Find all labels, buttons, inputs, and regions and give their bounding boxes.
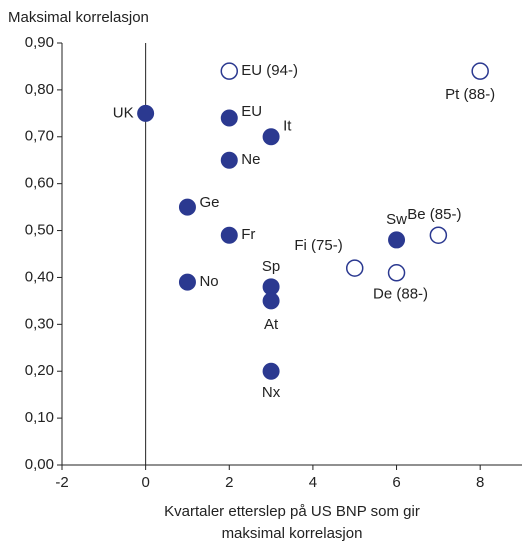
point (220, 62, 239, 80)
point (220, 151, 238, 169)
x-tick-label: 2 (225, 474, 233, 491)
y-tick-label: 0,20 (25, 362, 54, 379)
point-label: Sp (262, 258, 280, 275)
point-label: Fi (75-) (294, 237, 342, 254)
y-tick-label: 0,50 (25, 222, 54, 239)
point (345, 259, 364, 277)
point (262, 128, 280, 146)
point (429, 226, 448, 244)
x-tick-label: 8 (476, 474, 484, 491)
y-tick-label: 0,60 (25, 175, 54, 192)
y-tick-label: 0,90 (25, 34, 54, 51)
point-label: UK (113, 104, 134, 121)
y-tick-label: 0,40 (25, 268, 54, 285)
y-tick-label: 0,70 (25, 128, 54, 145)
point-label: EU (94-) (241, 62, 298, 79)
x-tick-label: 0 (141, 474, 149, 491)
y-axis-title: Maksimal korrelasjon (8, 9, 149, 26)
point (137, 104, 155, 122)
point (178, 198, 196, 216)
y-tick-label: 0,80 (25, 81, 54, 98)
point (387, 264, 406, 282)
x-axis-title: maksimal korrelasjon (222, 525, 363, 542)
point (388, 231, 406, 249)
point (262, 292, 280, 310)
point (471, 62, 489, 80)
y-tick-label: 0,00 (25, 456, 54, 473)
point (220, 109, 238, 127)
y-tick-label: 0,10 (25, 409, 54, 426)
x-axis-title: Kvartaler etterslep på US BNP som gir (164, 503, 420, 520)
point-label: EU (241, 103, 262, 120)
point-label: De (88-) (373, 286, 428, 303)
point-label: It (283, 118, 292, 135)
point-label: Ne (241, 151, 260, 168)
point-label: Pt (88-) (445, 86, 495, 103)
point-label: Fr (241, 226, 255, 243)
point (178, 273, 196, 291)
x-tick-label: -2 (55, 474, 68, 491)
point (220, 226, 238, 244)
point (262, 362, 280, 380)
point-label: Be (85-) (407, 206, 461, 223)
point-label: At (264, 316, 279, 333)
x-tick-label: 4 (309, 474, 317, 491)
point-label: Nx (262, 384, 281, 401)
y-tick-label: 0,30 (25, 315, 54, 332)
point-label: No (199, 273, 218, 290)
point-label: Ge (199, 194, 219, 211)
x-tick-label: 6 (392, 474, 400, 491)
point-label: Sw (386, 211, 407, 228)
